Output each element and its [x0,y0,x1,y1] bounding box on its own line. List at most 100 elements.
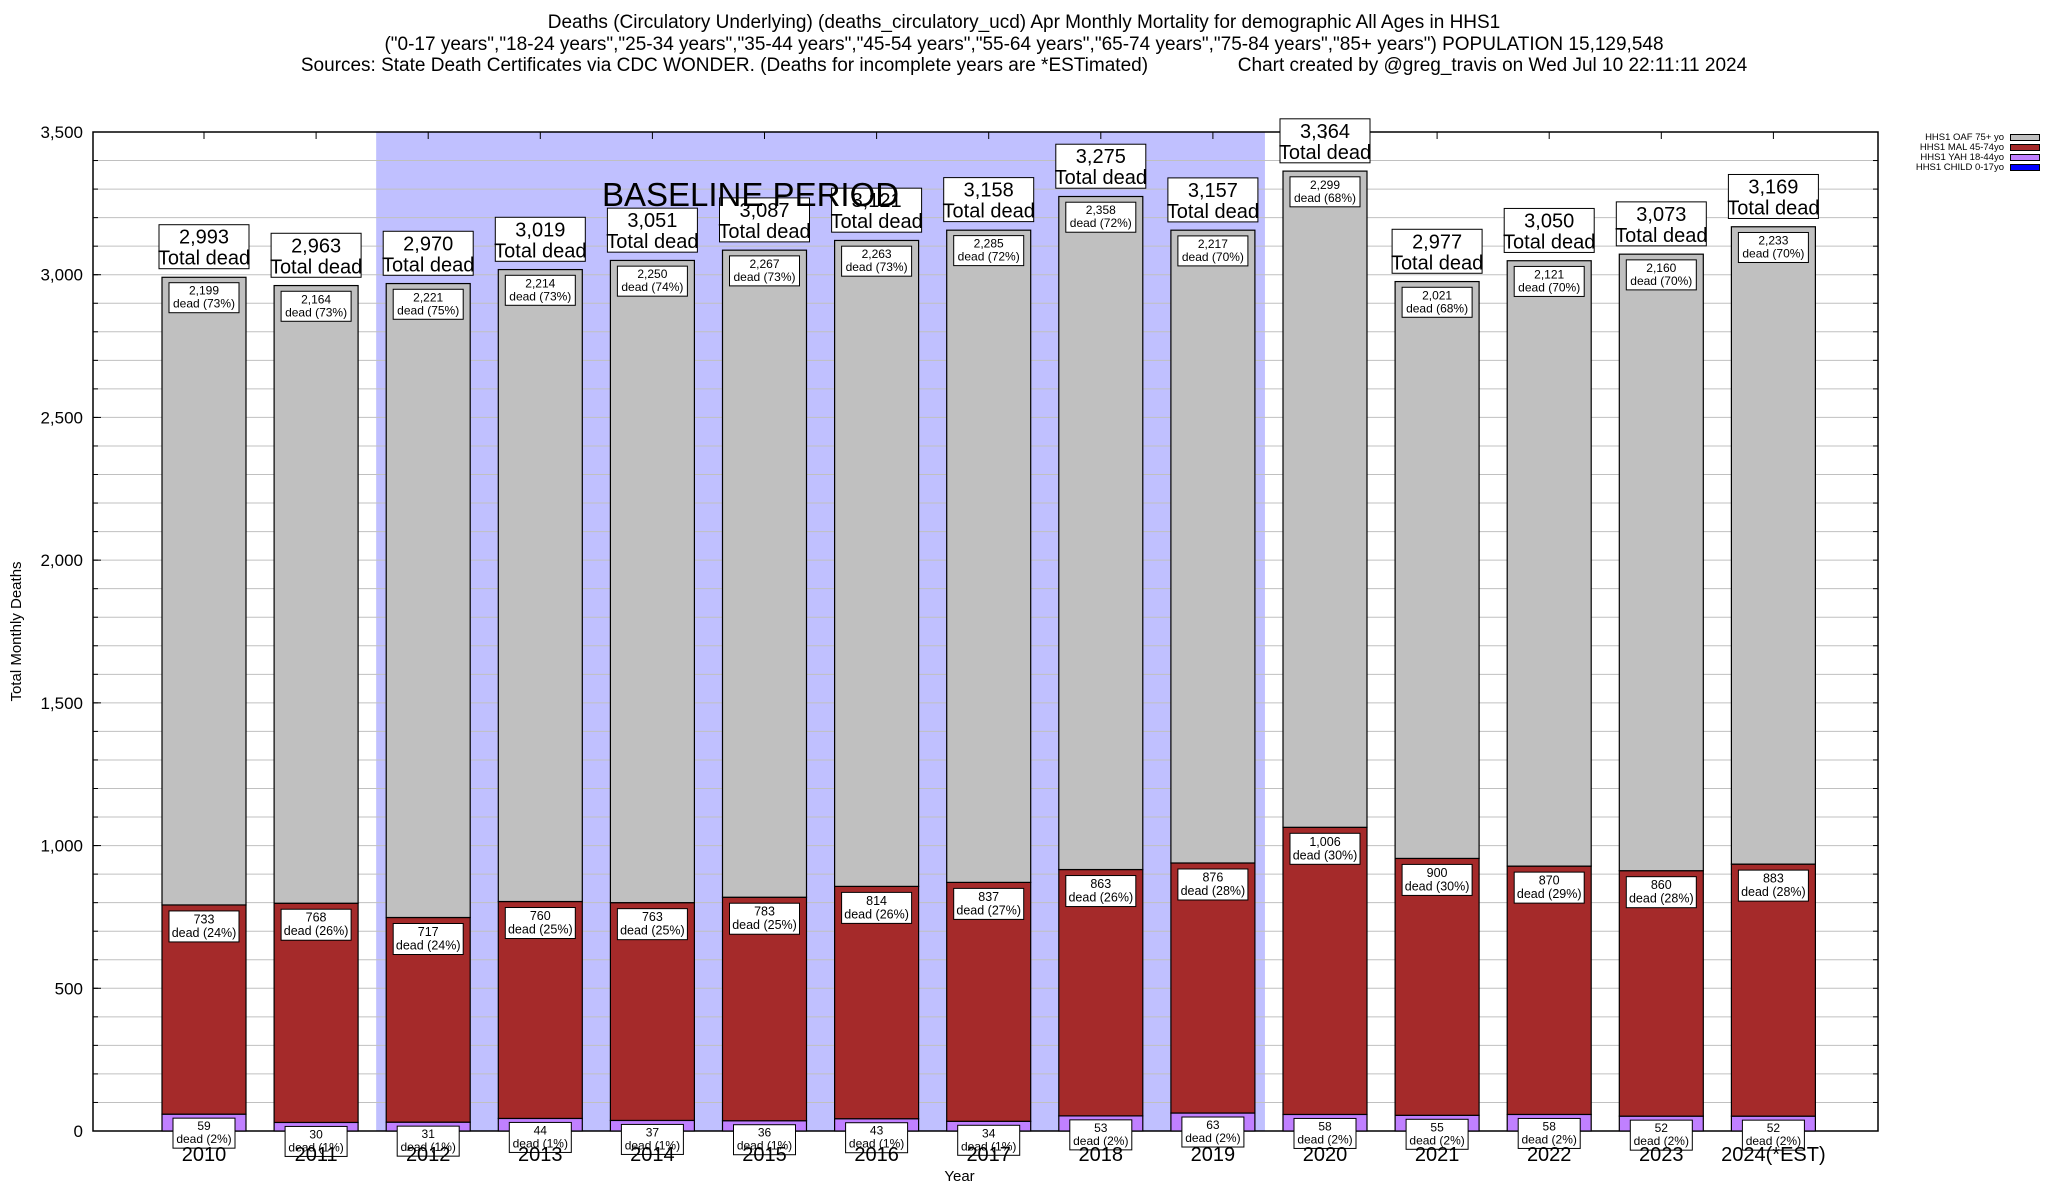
data-label-total-box [382,230,474,276]
y-tick-label: 1,500 [40,694,83,713]
data-label-oaf-box [1737,231,1809,263]
data-label-yah-box [396,1125,460,1157]
data-label-total-box [1503,207,1595,253]
data-label-total-box [494,216,586,262]
data-label-total-text: Total dead [1503,231,1595,253]
data-label-yah-text: 63 [1206,1118,1220,1132]
data-label-mal-text: 760 [530,909,551,923]
x-tick-label: 2014 [630,1144,675,1166]
data-label-mal-box [1513,871,1585,904]
bar-segment-mal [1058,868,1144,1117]
data-label-yah-text: dead (2%) [176,1132,231,1146]
data-label-total-text: Total dead [1055,167,1147,189]
baseline-period-label: BASELINE PERIOD [602,176,899,213]
data-label-oaf-text: dead (73%) [733,270,795,284]
x-tick-label: 2016 [854,1144,899,1166]
data-label-yah-text: 52 [1767,1121,1781,1135]
legend-item-mal: HHS1 MAL 45-74yo [1880,142,2048,153]
data-label-mal-text: dead (30%) [1293,848,1358,862]
data-label-total-text: 3,051 [627,210,677,232]
data-label-yah-box [508,1121,572,1153]
x-tick-label: 2017 [966,1144,1011,1166]
data-label-oaf-text: 2,199 [189,284,219,298]
data-label-oaf-text: dead (68%) [1406,301,1468,315]
data-label-total-text: 3,158 [964,180,1014,202]
data-label-oaf-box [953,235,1025,267]
data-label-yah-text: 34 [982,1126,996,1140]
data-label-mal-text: 733 [194,912,215,926]
data-label-oaf-box [1401,286,1473,318]
data-label-mal-text: 863 [1090,877,1111,891]
bar-segment-oaf [609,259,696,904]
data-label-oaf-text: dead (70%) [1518,280,1580,294]
data-label-mal-text: dead (25%) [620,924,685,938]
data-label-yah-box [620,1123,684,1155]
data-label-mal-text: 860 [1651,878,1672,892]
data-label-yah-text: dead (1%) [625,1138,680,1152]
data-label-oaf-text: 2,214 [525,276,555,290]
data-label-mal-text: dead (26%) [284,924,349,938]
x-tick-label: 2018 [1079,1144,1124,1166]
data-label-total-text: 2,977 [1412,231,1462,253]
data-label-oaf-box [1177,235,1249,267]
data-label-mal-box [616,908,688,941]
data-label-yah-text: dead (1%) [737,1139,792,1153]
data-label-oaf-box [168,282,240,314]
bar-segment-oaf [1282,170,1368,828]
data-label-oaf-text: 2,121 [1534,267,1564,281]
legend-item-child: HHS1 CHILD 0-17yo [1880,162,2048,173]
data-label-total-text: 2,963 [291,235,341,257]
data-label-mal-text: 883 [1763,872,1784,886]
y-tick-label: 500 [55,979,83,998]
data-label-mal-text: dead (24%) [172,926,237,940]
bar-segment-oaf [385,282,471,919]
data-label-mal-text: 870 [1539,874,1560,888]
data-label-total-text: 3,019 [515,219,565,241]
bar-segment-oaf [161,276,247,906]
bar-segment-mal [1170,862,1256,1114]
bar-segment-mal [946,881,1032,1122]
chart-subtitle-demographics: ("0-17 years","18-24 years","25-34 years… [384,34,1664,55]
data-label-mal-text: dead (26%) [844,907,909,921]
data-label-yah-box [172,1117,236,1149]
data-label-total-text: Total dead [606,231,698,253]
bar-segment-oaf [1506,260,1592,867]
data-label-yah-text: dead (2%) [1746,1134,1801,1148]
data-label-total-box [1727,173,1819,219]
data-label-mal-box [280,908,352,941]
bar-segment-mal [1730,863,1817,1117]
data-label-total-text: 3,050 [1524,210,1574,232]
data-label-yah-text: dead (2%) [1634,1134,1689,1148]
data-label-total-box [158,224,250,270]
bar-segment-oaf [721,249,808,898]
data-label-mal-box [1289,832,1361,865]
y-tick-label: 2,000 [40,551,83,570]
x-tick-label: 2023 [1639,1144,1684,1166]
data-label-total-text: 3,364 [1300,121,1350,143]
data-label-yah-box [284,1125,348,1157]
legend: HHS1 OAF 75+ yo HHS1 MAL 45-74yo HHS1 YA… [1880,132,2048,173]
data-label-oaf-text: 2,221 [413,290,443,304]
data-label-total-text: Total dead [1391,252,1483,274]
